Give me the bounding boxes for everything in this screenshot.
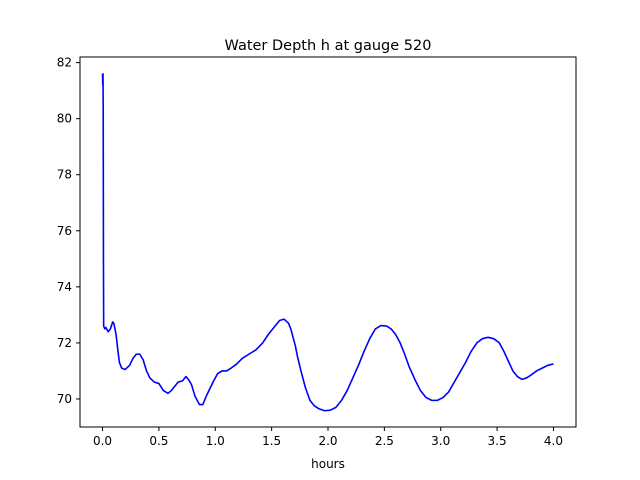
x-tick-label: 3.5: [488, 434, 507, 448]
x-axis: 0.0 0.5 1.0 1.5 2.0 2.5 3.0 3.5 4.0: [93, 427, 563, 448]
y-tick-label: 76: [57, 224, 72, 238]
y-tick-label: 72: [57, 336, 72, 350]
x-tick-label: 2.5: [375, 434, 394, 448]
x-tick-label: 0.5: [149, 434, 168, 448]
axes-frame: [79, 56, 577, 428]
x-axis-label: hours: [311, 457, 345, 471]
x-tick-label: 4.0: [544, 434, 563, 448]
y-tick-label: 74: [57, 280, 72, 294]
x-tick-label: 1.0: [206, 434, 225, 448]
y-axis: 70 72 74 76 78 80 82: [57, 56, 80, 406]
x-tick-label: 2.0: [318, 434, 337, 448]
x-tick-label: 3.0: [431, 434, 450, 448]
y-tick-label: 80: [57, 112, 72, 126]
y-tick-label: 78: [57, 168, 72, 182]
y-tick-label: 70: [57, 392, 72, 406]
x-tick-label: 1.5: [262, 434, 281, 448]
series-line: [101, 73, 554, 412]
plot-area: [79, 56, 577, 428]
chart-title: Water Depth h at gauge 520: [225, 38, 432, 54]
x-tick-label: 0.0: [93, 434, 112, 448]
y-tick-label: 82: [57, 56, 72, 70]
